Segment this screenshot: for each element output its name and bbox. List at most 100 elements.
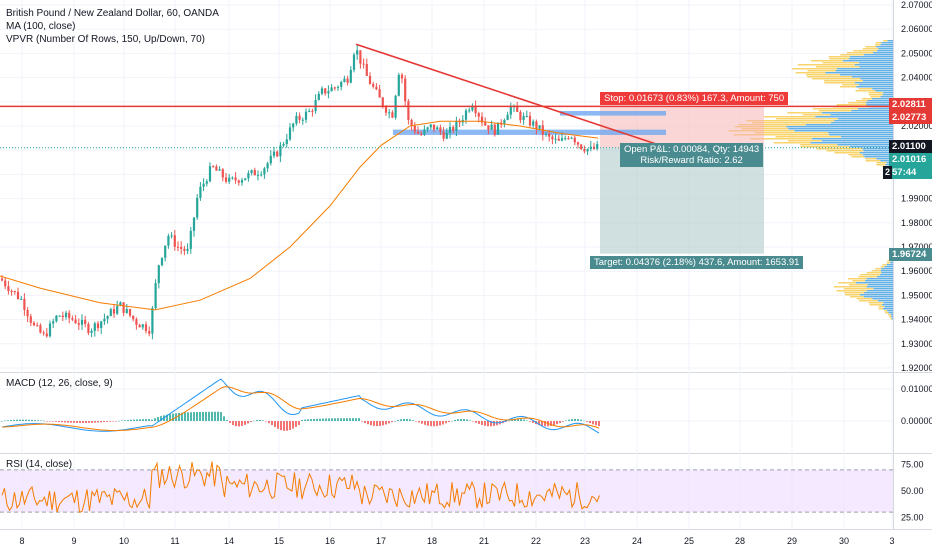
open-pnl-text: Open P&L: 0.00084, Qty: 14943 <box>624 144 760 155</box>
vp-bar-up <box>830 114 893 116</box>
vp-bar-down <box>853 50 877 52</box>
candle-body <box>48 323 52 337</box>
candle-body <box>343 78 346 82</box>
macd-hist-bar <box>142 419 144 421</box>
candle-body <box>176 246 180 248</box>
price-tick-label: 2.02000 <box>901 121 932 131</box>
macd-hist-bar <box>7 420 9 421</box>
macd-hist-bar <box>181 412 183 421</box>
macd-hist-bar <box>334 418 336 421</box>
vp-bar-down <box>852 280 866 282</box>
candle-body <box>452 127 455 131</box>
macd-pane: 0.01000 0.00000 <box>0 378 932 434</box>
signal-line <box>1 386 600 432</box>
candle-body <box>362 63 365 65</box>
candle-body <box>554 138 557 140</box>
vpvr-legend[interactable]: VPVR (Number Of Rows, 150, Up/Down, 70) <box>6 34 205 45</box>
time-tick-label: 8 <box>19 536 24 546</box>
macd-title[interactable]: MACD (12, 26, close, 9) <box>6 378 113 389</box>
macd-hist-bar <box>43 420 45 422</box>
vp-bar-up <box>859 66 893 68</box>
vp-bar-down <box>862 48 879 50</box>
macd-hist-bar <box>493 421 495 427</box>
macd-hist-bar <box>595 421 597 426</box>
macd-hist-bar <box>160 416 162 421</box>
stop-label[interactable]: Stop: 0.01673 (0.83%) 167.3, Amount: 750 <box>600 92 789 105</box>
vp-bar-down <box>875 268 881 270</box>
macd-hist-bar <box>298 421 300 426</box>
time-tick-label: 11 <box>170 536 179 546</box>
vp-bar-down <box>859 300 878 302</box>
macd-hist-bar <box>385 421 387 425</box>
macd-hist-bar <box>346 418 348 421</box>
vp-bar-down <box>866 272 882 274</box>
vp-bar-up <box>881 42 893 44</box>
macd-hist-bar <box>532 421 534 423</box>
candle-body <box>282 144 285 146</box>
macd-hist-bar <box>25 419 27 421</box>
vp-bar-down <box>875 42 882 44</box>
time-tick-label: 10 <box>119 536 129 546</box>
macd-hist-bar <box>562 421 564 422</box>
candle-body <box>196 197 199 218</box>
macd-hist-bar <box>97 421 99 423</box>
candle-body <box>64 312 68 318</box>
rsi-title[interactable]: RSI (14, close) <box>6 459 73 470</box>
vp-bar-up <box>835 70 893 72</box>
vp-bar-down <box>849 296 864 298</box>
macd-hist-bar <box>37 420 39 421</box>
vp-bar-up <box>862 154 893 156</box>
vp-bar-up <box>821 112 893 114</box>
macd-hist-bar <box>136 419 138 421</box>
candle-body <box>221 169 224 178</box>
macd-hist-bar <box>508 420 510 422</box>
candle-body <box>378 89 381 98</box>
macd-hist-bar <box>421 421 423 424</box>
target-label[interactable]: Target: 0.04376 (2.18%) 437.6, Amount: 1… <box>590 256 804 269</box>
macd-hist-bar <box>418 421 420 423</box>
macd-hist-bar <box>484 421 486 426</box>
vp-bar-down <box>842 84 859 86</box>
candle-body <box>295 115 298 124</box>
vp-bar-down <box>856 100 868 102</box>
candle-body <box>288 127 292 140</box>
macd-hist-bar <box>85 421 87 423</box>
candle-body <box>455 120 458 131</box>
macd-hist-bar <box>424 421 426 425</box>
rr-text: Risk/Reward Ratio: 2.62 <box>640 155 743 166</box>
candle-body <box>564 138 567 140</box>
price-tick-label: 2.06000 <box>901 24 932 34</box>
candle-body <box>52 321 55 324</box>
candle-body <box>493 124 496 135</box>
macd-hist-bar <box>475 421 477 423</box>
symbol-title[interactable]: British Pound / New Zealand Dollar, 60, … <box>6 8 219 19</box>
candle-body <box>308 110 311 112</box>
candle-body <box>269 155 272 164</box>
time-tick-label: 9 <box>71 536 76 546</box>
vp-bar-up <box>854 64 893 66</box>
candle-body <box>135 319 138 325</box>
vp-bar-up <box>865 102 893 104</box>
candle-body <box>560 138 564 141</box>
rsi-tick-label: 75.00 <box>901 460 924 470</box>
vp-bar-up <box>876 158 893 160</box>
vp-bar-up <box>848 58 893 60</box>
macd-hist-bar <box>580 419 582 421</box>
candle-body <box>407 101 410 120</box>
time-tick-label: 16 <box>325 536 335 546</box>
ma-legend[interactable]: MA (100, close) <box>6 21 76 32</box>
macd-hist-bar <box>202 411 204 421</box>
macd-hist-bar <box>409 419 411 421</box>
vp-bar-up <box>881 272 893 274</box>
candle-body <box>26 309 29 317</box>
vp-bar-up <box>851 76 893 78</box>
candle-body <box>532 121 535 126</box>
vp-bar-up <box>880 160 893 162</box>
macd-hist-bar <box>4 420 6 422</box>
macd-hist-bar <box>283 421 285 431</box>
macd-hist-bar <box>517 418 519 421</box>
open-pnl-label[interactable]: Open P&L: 0.00084, Qty: 14943 Risk/Rewar… <box>620 143 764 167</box>
candle-body <box>436 127 439 130</box>
vp-bar-up <box>830 122 893 124</box>
